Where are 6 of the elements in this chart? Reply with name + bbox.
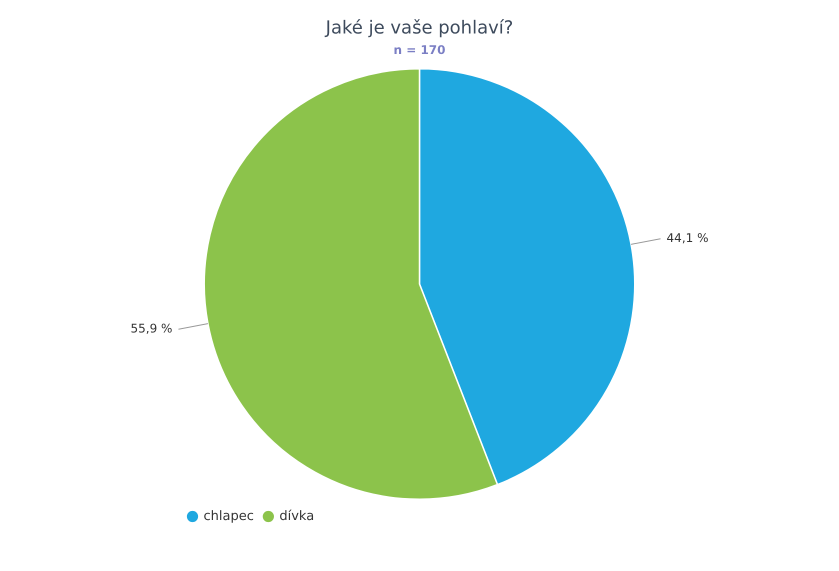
legend-label: chlapec (204, 508, 254, 524)
data-label: 44,1 % (666, 230, 708, 245)
chart-subtitle: n = 170 (393, 42, 446, 57)
legend-label: dívka (279, 508, 314, 524)
data-label: 55,9 % (130, 321, 172, 336)
chart-title: Jaké je vaše pohlaví? (324, 17, 514, 38)
